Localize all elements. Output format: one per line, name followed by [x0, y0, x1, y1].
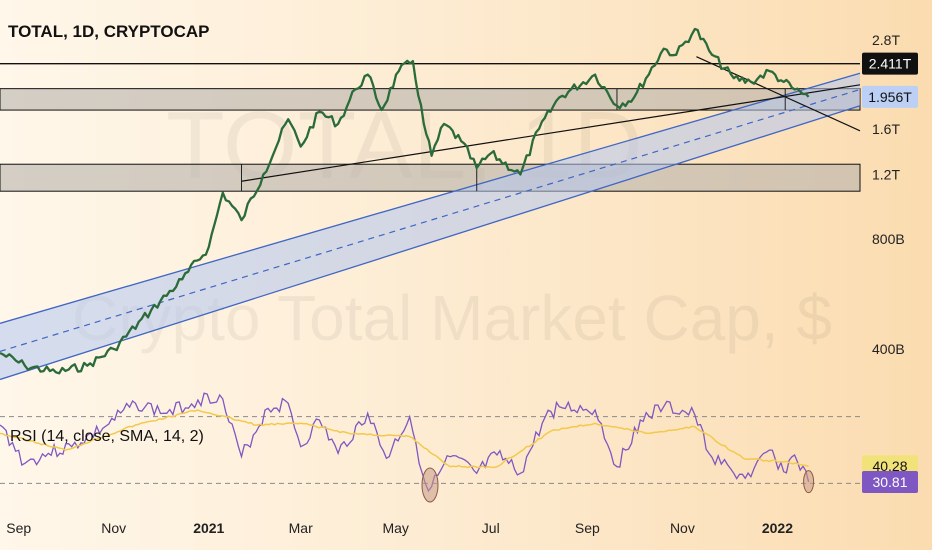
x-tick-label-7: Nov — [670, 520, 695, 536]
x-tick-label-0: Sep — [6, 520, 31, 536]
price-line — [0, 27, 810, 375]
x-tick-label-3: Mar — [289, 520, 313, 536]
channel-upper-line — [0, 72, 861, 324]
oversold-marker-0 — [421, 467, 439, 503]
resistance-value-tag-box — [862, 52, 918, 75]
y-tick-label-2: 1.2T — [872, 166, 900, 182]
channel-lower-line — [0, 105, 861, 381]
x-tick-label-6: Sep — [575, 520, 600, 536]
x-tick-label-2: 2021 — [193, 520, 224, 536]
x-tick-label-8: 2022 — [762, 520, 793, 536]
rsi-value-tag-box — [862, 470, 918, 493]
rsi-ma-value-tag-label: 40.28 — [872, 458, 907, 474]
support-zone-1 — [0, 163, 861, 192]
last-price-tag-box — [862, 85, 918, 108]
y-tick-label-4: 400B — [872, 341, 905, 357]
x-tick-label-1: Nov — [101, 520, 126, 536]
support-zone-0 — [0, 88, 861, 111]
channel-band — [0, 73, 860, 380]
rsi-line — [0, 392, 810, 493]
rsi-title: RSI (14, close, SMA, 14, 2) — [10, 428, 204, 445]
rsi-value-tag-label: 30.81 — [872, 474, 907, 490]
oversold-marker-1 — [803, 470, 815, 494]
last-price-tag-label: 1.956T — [868, 89, 912, 105]
channel-mid-line — [0, 88, 861, 352]
y-tick-label-0: 2.8T — [872, 32, 900, 48]
trendline-1 — [241, 84, 861, 182]
x-tick-label-5: Jul — [482, 520, 500, 536]
y-tick-label-3: 800B — [872, 231, 905, 247]
x-tick-label-4: May — [382, 520, 408, 536]
resistance-value-tag-label: 2.411T — [869, 56, 912, 72]
chart-title: TOTAL, 1D, CRYPTOCAP — [8, 22, 210, 41]
y-tick-label-1: 1.6T — [872, 121, 900, 137]
rsi-ma-line — [0, 409, 809, 469]
